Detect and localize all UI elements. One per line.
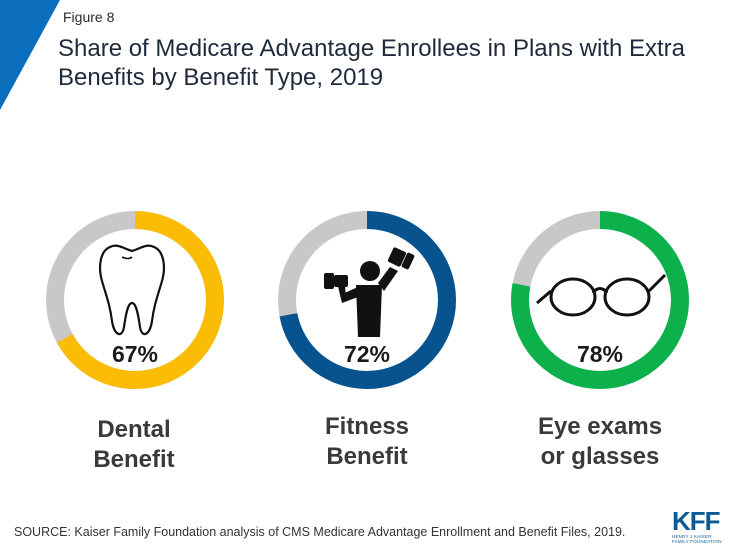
- percent-label: 78%: [576, 341, 624, 367]
- percent-label: 72%: [343, 341, 391, 367]
- tooth-icon: [99, 244, 165, 336]
- caption-line: or glasses: [540, 443, 660, 470]
- donut-chart-dental: 67%: [40, 205, 230, 395]
- caption-eye: Eye exams or glasses: [500, 412, 700, 472]
- caption-line: Benefit: [326, 443, 408, 470]
- donut-ring: [511, 211, 689, 389]
- value-arc: [278, 211, 456, 389]
- weightlifter-icon: [324, 247, 415, 337]
- caption-line: Fitness: [324, 413, 410, 440]
- caption-line: Dental: [97, 416, 171, 443]
- value-arc: [511, 211, 689, 389]
- figure-label: Figure 8: [63, 9, 115, 25]
- logo-text: KFF: [672, 506, 721, 536]
- chart-title: Share of Medicare Advantage Enrollees in…: [58, 35, 686, 91]
- donut-ring: [278, 211, 456, 389]
- donut-chart-fitness: 72%: [272, 205, 462, 395]
- glasses-icon: [536, 273, 667, 317]
- caption-dental: Dental Benefit: [34, 415, 234, 475]
- logo-subtext: HENRY J KAISER: [672, 534, 712, 539]
- donut-ring: [46, 211, 224, 389]
- caption-line: Eye exams: [537, 413, 663, 440]
- caption-line: Benefit: [93, 446, 175, 473]
- kff-logo: KFF HENRY J KAISER FAMILY FOUNDATION: [672, 508, 728, 548]
- logo-subtext: FAMILY FOUNDATION: [672, 539, 722, 544]
- value-arc: [46, 211, 224, 389]
- percent-label: 67%: [111, 341, 159, 367]
- source-note: SOURCE: Kaiser Family Foundation analysi…: [14, 525, 626, 539]
- corner-accent: [0, 0, 60, 110]
- donut-chart-eye: 78%: [505, 205, 695, 395]
- caption-fitness: Fitness Benefit: [267, 412, 467, 472]
